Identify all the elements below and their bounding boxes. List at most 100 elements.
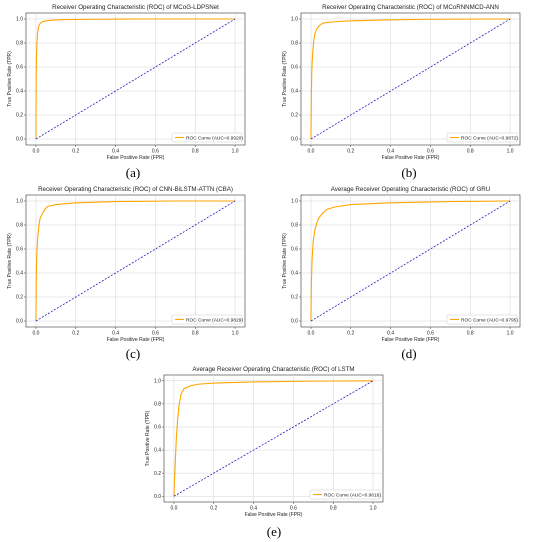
random-diagonal-line <box>310 18 511 140</box>
x-tick-label: 0.2 <box>72 331 79 337</box>
random-diagonal-line <box>310 200 511 322</box>
y-tick-label: 1.0 <box>154 378 161 384</box>
chart-title: Average Receiver Operating Characteristi… <box>192 366 354 373</box>
x-axis-label: False Positive Rate (FPR) <box>245 512 303 518</box>
panel-label-c: (c) <box>125 346 141 361</box>
x-tick-label: 0.0 <box>32 331 39 337</box>
panel-label-b: (b) <box>401 165 417 180</box>
x-tick-label: 0.6 <box>290 506 297 512</box>
x-tick-label: 1.0 <box>507 331 514 337</box>
legend-label: ROC Curve (AUC=0.9795) <box>461 317 518 323</box>
y-tick-label: 0.8 <box>154 402 161 408</box>
roc-curve-line <box>35 200 236 322</box>
x-tick-label: 1.0 <box>507 149 514 155</box>
random-diagonal-line <box>35 18 236 140</box>
y-tick-label: 1.0 <box>16 199 23 205</box>
x-tick-label: 0.4 <box>250 506 257 512</box>
legend-label: ROC Curve (AUC=0.9829) <box>186 317 243 323</box>
y-tick-label: 0.2 <box>16 113 23 119</box>
y-tick-label: 1.0 <box>291 199 298 205</box>
chart-title: Receiver Operating Characteristic (ROC) … <box>322 4 499 11</box>
legend-box <box>171 314 243 325</box>
x-axis-label: False Positive Rate (FPR) <box>382 155 440 161</box>
y-tick-label: 0.4 <box>16 271 23 277</box>
x-tick-label: 0.6 <box>152 149 159 155</box>
x-tick-label: 1.0 <box>232 331 239 337</box>
x-tick-label: 1.0 <box>370 506 377 512</box>
y-tick-label: 0.2 <box>154 471 161 477</box>
y-tick-label: 0.2 <box>16 295 23 301</box>
y-tick-label: 0.6 <box>291 65 298 71</box>
y-tick-label: 0.2 <box>291 295 298 301</box>
y-tick-label: 0.8 <box>291 41 298 47</box>
chart-panel-a: Receiver Operating Characteristic (ROC) … <box>0 0 275 165</box>
plot-frame <box>25 194 246 328</box>
x-tick-label: 0.2 <box>72 149 79 155</box>
x-tick-label: 0.6 <box>152 331 159 337</box>
x-tick-label: 0.0 <box>170 506 177 512</box>
y-tick-label: 1.0 <box>16 17 23 23</box>
roc-curve-line <box>173 380 374 497</box>
x-tick-label: 1.0 <box>232 149 239 155</box>
y-tick-label: 0.0 <box>291 319 298 325</box>
y-tick-label: 0.8 <box>16 41 23 47</box>
panel-label-e: (e) <box>266 524 282 539</box>
chart-panel-e: Average Receiver Operating Characteristi… <box>138 362 413 522</box>
y-tick-label: 0.6 <box>16 65 23 71</box>
x-tick-label: 0.0 <box>307 149 314 155</box>
x-tick-label: 0.6 <box>427 149 434 155</box>
chart-panel-b: Receiver Operating Characteristic (ROC) … <box>275 0 550 165</box>
chart-title: Average Receiver Operating Characteristi… <box>331 186 490 193</box>
x-tick-label: 0.8 <box>192 331 199 337</box>
y-tick-label: 0.8 <box>291 223 298 229</box>
panel-label-a: (a) <box>125 165 141 180</box>
x-tick-label: 0.2 <box>347 149 354 155</box>
x-tick-label: 0.8 <box>330 506 337 512</box>
legend-box <box>309 489 381 500</box>
x-tick-label: 0.0 <box>307 331 314 337</box>
y-tick-label: 0.4 <box>291 271 298 277</box>
y-tick-label: 0.0 <box>291 137 298 143</box>
chart-title: Receiver Operating Characteristic (ROC) … <box>52 4 219 11</box>
legend-box <box>446 314 518 325</box>
roc-curve-line <box>310 200 511 322</box>
plot-frame <box>163 374 384 503</box>
y-tick-label: 0.4 <box>154 448 161 454</box>
y-tick-label: 0.8 <box>16 223 23 229</box>
y-tick-label: 1.0 <box>291 17 298 23</box>
random-diagonal-line <box>35 200 236 322</box>
chart-panel-c: Receiver Operating Characteristic (ROC) … <box>0 182 275 347</box>
y-tick-label: 0.0 <box>154 494 161 500</box>
y-tick-label: 0.4 <box>16 89 23 95</box>
x-tick-label: 0.2 <box>347 331 354 337</box>
roc-curve-line <box>35 18 236 140</box>
x-tick-label: 0.0 <box>32 149 39 155</box>
x-tick-label: 0.6 <box>427 331 434 337</box>
x-tick-label: 0.2 <box>210 506 217 512</box>
y-axis-label: True Positive Rate (TPR) <box>7 51 13 107</box>
roc-chart-c: Receiver Operating Characteristic (ROC) … <box>7 186 246 343</box>
y-tick-label: 0.6 <box>16 247 23 253</box>
y-tick-label: 0.2 <box>291 113 298 119</box>
legend-label: ROC Curve (AUC=0.9616) <box>324 492 381 498</box>
y-axis-label: True Positive Rate (TPR) <box>282 233 288 289</box>
random-diagonal-line <box>173 380 374 497</box>
y-tick-label: 0.6 <box>291 247 298 253</box>
plot-frame <box>300 12 521 146</box>
roc-chart-b: Receiver Operating Characteristic (ROC) … <box>282 4 521 161</box>
x-tick-label: 0.4 <box>387 149 394 155</box>
x-tick-label: 0.8 <box>467 149 474 155</box>
x-axis-label: False Positive Rate (FPR) <box>107 337 165 343</box>
plot-frame <box>300 194 521 328</box>
legend-box <box>171 132 243 143</box>
x-axis-label: False Positive Rate (FPR) <box>107 155 165 161</box>
x-tick-label: 0.4 <box>387 331 394 337</box>
legend-label: ROC Curve (AUC=0.9872) <box>461 135 518 141</box>
y-axis-label: True Positive Rate (TPR) <box>282 51 288 107</box>
x-tick-label: 0.4 <box>112 149 119 155</box>
x-tick-label: 0.8 <box>467 331 474 337</box>
legend-label: ROC Curve (AUC=0.9920) <box>186 135 243 141</box>
legend-box <box>446 132 518 143</box>
roc-chart-e: Average Receiver Operating Characteristi… <box>145 366 384 518</box>
roc-chart-d: Average Receiver Operating Characteristi… <box>282 186 521 343</box>
